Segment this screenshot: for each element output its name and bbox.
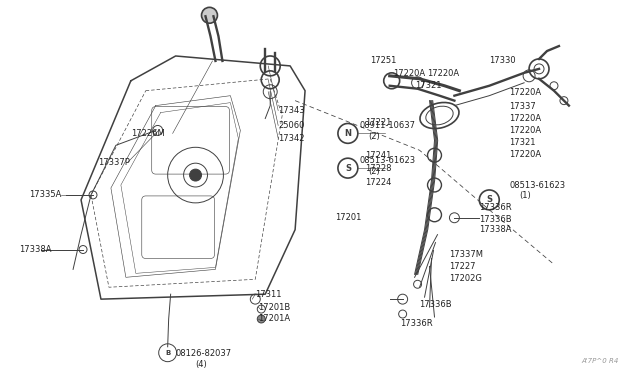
Text: 17220A: 17220A [428,69,460,78]
Text: B: B [165,350,170,356]
Text: 17311: 17311 [255,290,282,299]
Text: 17227: 17227 [449,262,476,271]
Text: 17321: 17321 [415,81,442,90]
Text: 17330: 17330 [489,57,516,65]
Text: S: S [486,195,492,204]
Text: S: S [345,164,351,173]
Text: (4): (4) [196,360,207,369]
Text: 17224: 17224 [365,177,391,186]
Text: (2): (2) [368,167,380,176]
Text: 17201: 17201 [335,213,362,222]
Text: 17220A: 17220A [509,88,541,97]
Text: 17336B: 17336B [479,215,512,224]
Text: 17336B: 17336B [420,299,452,309]
Text: 17226M: 17226M [131,129,164,138]
Text: 17337M: 17337M [449,250,483,259]
Circle shape [189,169,202,181]
Text: 17220A: 17220A [509,150,541,159]
Text: 17337P: 17337P [98,158,130,167]
Text: (1): (1) [519,192,531,201]
Text: 17343: 17343 [278,106,305,115]
Text: A'7P^0 R4: A'7P^0 R4 [581,357,619,364]
Text: 17241: 17241 [365,151,391,160]
Text: 17342: 17342 [278,134,305,143]
Text: 17201B: 17201B [259,302,291,312]
Text: 17220A: 17220A [393,69,425,78]
Text: 17221: 17221 [365,118,391,127]
Text: 17337: 17337 [509,102,536,111]
Text: 08513-61623: 08513-61623 [509,180,565,189]
Text: 17335A: 17335A [29,190,61,199]
Text: 17336R: 17336R [399,320,432,328]
Text: (2): (2) [368,132,380,141]
Circle shape [257,315,265,323]
Text: 17321: 17321 [509,138,536,147]
Text: 08126-82037: 08126-82037 [175,349,232,358]
Text: N: N [344,129,351,138]
Circle shape [202,7,218,23]
Text: 17251: 17251 [370,57,396,65]
Text: 17201A: 17201A [259,314,291,324]
Text: 17228: 17228 [365,164,391,173]
Text: 17220A: 17220A [509,114,541,123]
Text: 17338A: 17338A [19,245,52,254]
Text: 17202G: 17202G [449,274,483,283]
Text: 08513-61623: 08513-61623 [360,156,416,165]
Text: 17220A: 17220A [509,126,541,135]
Text: 17338A: 17338A [479,225,512,234]
Text: 17336R: 17336R [479,203,512,212]
Text: 08911-10637: 08911-10637 [360,121,416,130]
Text: 25060: 25060 [278,121,305,130]
